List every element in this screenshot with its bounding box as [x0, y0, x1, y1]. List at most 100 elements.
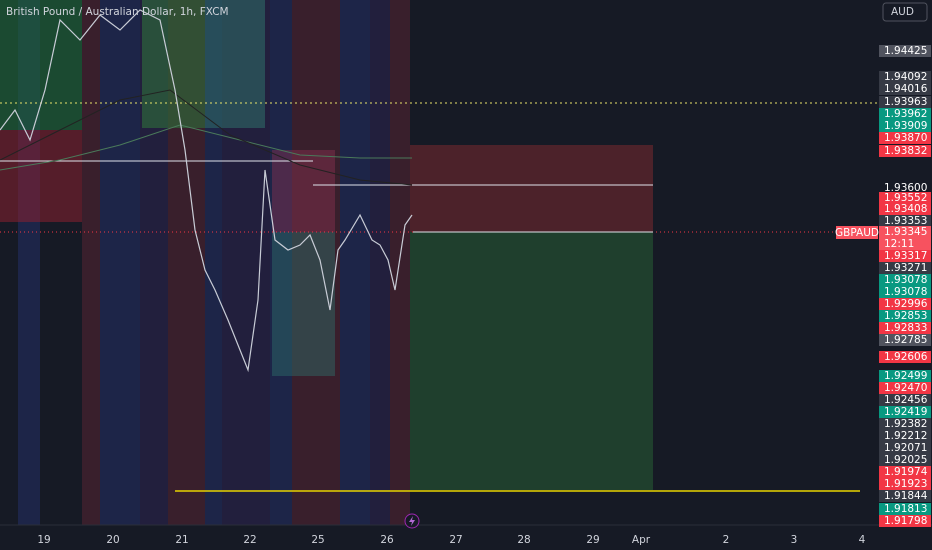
price-label: 1.92853 — [884, 310, 927, 322]
time-label: 3 — [791, 534, 798, 546]
zone — [205, 0, 265, 128]
axis-labels: 1.94425 1.940921.940161.939631.939621.939… — [37, 45, 931, 546]
price-label-box — [879, 418, 931, 430]
price-label: 1.92382 — [884, 418, 927, 430]
countdown: 12:11 — [884, 238, 914, 250]
price-label-box — [879, 286, 931, 298]
event-icon-glyph — [409, 516, 415, 526]
target-zone — [410, 232, 653, 490]
price-label: 1.92996 — [884, 298, 928, 310]
price-path — [0, 9, 413, 373]
price-label: 1.93078 — [884, 274, 927, 286]
price-label: 1.93870 — [884, 132, 927, 144]
price-label: 1.92025 — [884, 454, 927, 466]
price-label-box — [879, 145, 931, 157]
price-label: 1.93552 — [884, 192, 927, 204]
moving-average — [0, 89, 413, 186]
price-label: 1.92470 — [884, 382, 927, 394]
price-label-box — [879, 96, 931, 108]
time-label: 25 — [311, 534, 324, 546]
price-label: 1.93317 — [884, 250, 927, 262]
price-label: 1.94092 — [884, 71, 927, 83]
zone — [0, 0, 82, 130]
price-label: 1.93962 — [884, 108, 927, 120]
price-label-box — [879, 334, 931, 346]
currency-button[interactable] — [882, 2, 928, 22]
price-label: 1.93963 — [884, 96, 927, 108]
price-label: 1.92785 — [884, 334, 927, 346]
price-label: 1.93078 — [884, 286, 927, 298]
price-label-box — [879, 120, 931, 132]
time-label: 27 — [449, 534, 462, 546]
price-label-box — [879, 322, 931, 334]
price-label-box — [879, 394, 931, 406]
price-label: 1.93408 — [884, 203, 927, 215]
time-label: 20 — [106, 534, 119, 546]
price-label-box — [879, 454, 931, 466]
price-label-box — [879, 310, 931, 322]
price-label: 1.92456 — [884, 394, 928, 406]
price-label: 1.92606 — [884, 351, 928, 363]
time-label: 21 — [175, 534, 188, 546]
price-label: 1.92071 — [884, 442, 927, 454]
price-label-box — [879, 298, 931, 310]
price-label-box — [879, 108, 931, 120]
price-label-box — [879, 250, 931, 262]
price-label: 1.92419 — [884, 406, 927, 418]
price-label: 1.93353 — [884, 215, 927, 227]
chart-title: British Pound / Australian Dollar, 1h, F… — [6, 6, 229, 18]
time-label: 19 — [37, 534, 50, 546]
price-label-box — [879, 215, 931, 227]
price-label-box — [879, 382, 931, 394]
price-label: 1.91813 — [884, 503, 927, 515]
price-label: 1.92212 — [884, 430, 927, 442]
price-label: 1.93271 — [884, 262, 927, 274]
price-label: 1.93832 — [884, 145, 927, 157]
price-label-box — [879, 71, 931, 83]
time-label: 2 — [723, 534, 730, 546]
price-label: 1.92833 — [884, 322, 927, 334]
price-label-box — [879, 83, 931, 95]
price-label: 1.94016 — [884, 83, 928, 95]
price-label: 1.93909 — [884, 120, 927, 132]
time-label: 26 — [380, 534, 394, 546]
price-label-box — [879, 182, 931, 194]
time-label: 4 — [859, 534, 866, 546]
price-label-box — [879, 466, 931, 478]
price-label-box — [879, 351, 931, 363]
zone — [0, 130, 82, 222]
price-label: 1.91798 — [884, 515, 927, 527]
time-label: 22 — [243, 534, 256, 546]
zone — [142, 0, 205, 128]
price-label-box — [879, 45, 931, 57]
price-label-box — [879, 515, 931, 527]
price-label-box — [879, 192, 931, 204]
price-label-box — [879, 490, 931, 502]
price-label-box — [879, 274, 931, 286]
price-label-box — [879, 226, 931, 250]
price-label-box — [879, 430, 931, 442]
price-label-box — [879, 203, 931, 215]
currency-label: AUD — [891, 6, 914, 18]
price-label: 1.91974 — [884, 466, 928, 478]
zone — [272, 232, 335, 376]
price-label-box — [879, 262, 931, 274]
price-label-box — [879, 370, 931, 382]
symbol-tag — [836, 226, 878, 239]
price-label: 1.91923 — [884, 478, 927, 490]
price-label: 1.91844 — [884, 490, 928, 502]
zone — [272, 150, 335, 232]
price-label: 1.93600 — [884, 182, 927, 194]
price-label: 1.92499 — [884, 370, 927, 382]
time-label: 28 — [517, 534, 530, 546]
price-label-box — [879, 478, 931, 490]
stop-zone — [410, 145, 653, 232]
symbol-tag-label: GBPAUD — [835, 227, 879, 239]
time-label: Apr — [632, 534, 651, 546]
price-label: 1.94425 — [884, 45, 927, 57]
price-label-box — [879, 132, 931, 144]
price-label-box — [879, 442, 931, 454]
price-label-box — [879, 503, 931, 515]
